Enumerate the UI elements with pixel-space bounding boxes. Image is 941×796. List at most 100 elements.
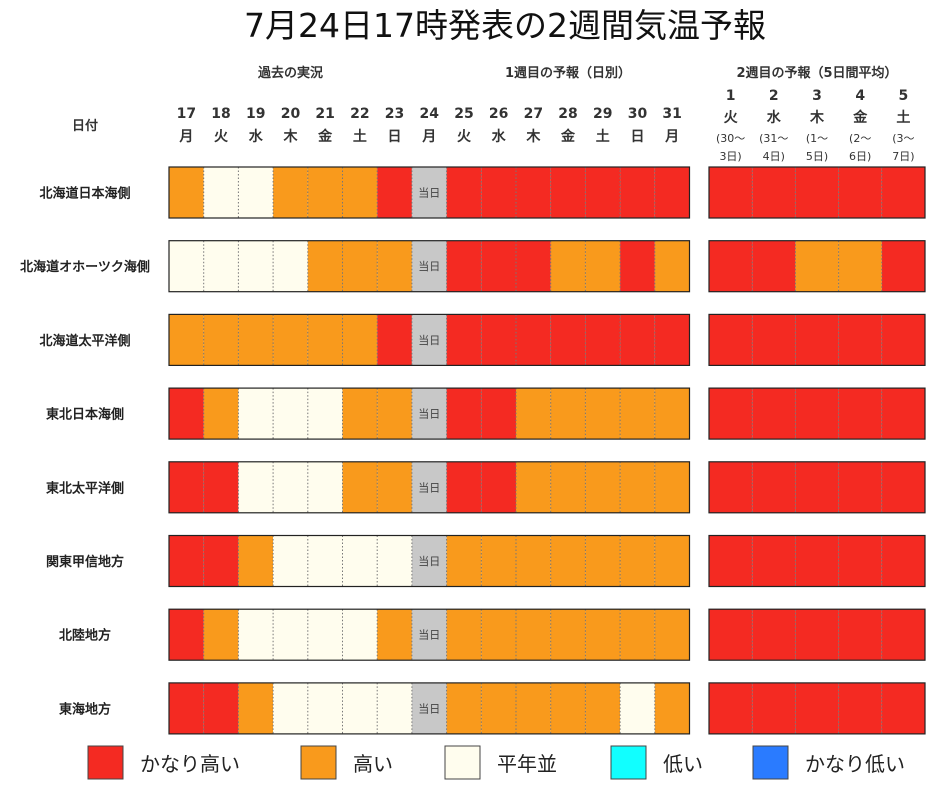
legend-swatch (87, 745, 124, 780)
daily-cell (654, 682, 690, 734)
daily-cell (654, 535, 690, 587)
day-number: 20 (281, 106, 301, 122)
week2-cell (709, 167, 753, 218)
daily-cell (203, 682, 239, 734)
daily-cell (377, 461, 412, 513)
week2-row-border (708, 461, 926, 514)
region-label: 関東甲信地方 (46, 554, 124, 570)
daily-cell (585, 314, 621, 366)
daily-row-border (168, 534, 691, 588)
daily-cell (377, 682, 412, 734)
week2-cell (881, 388, 925, 440)
legend-item: かなり低い (752, 745, 905, 780)
day-number: 31 (662, 106, 681, 122)
week2-cell (838, 682, 882, 734)
daily-cell (307, 682, 343, 734)
daily-cell (238, 240, 274, 292)
today-label: 当日 (418, 333, 440, 347)
today-cell (411, 314, 447, 366)
legend-swatch (610, 745, 647, 780)
daily-cell (516, 388, 551, 440)
daily-row-border (168, 608, 691, 661)
daily-cell (481, 461, 516, 513)
table-row: 北海道日本海側 当日 (39, 166, 926, 219)
daily-cell (377, 240, 412, 292)
daily-cell (273, 682, 308, 734)
daily-cell (169, 167, 204, 218)
daily-cell (238, 388, 274, 440)
period-range-end: 6日) (849, 150, 871, 163)
daily-cell (620, 535, 655, 587)
week2-cell (752, 240, 796, 292)
daily-cell (342, 314, 378, 366)
daily-cell (377, 167, 412, 218)
day-number: 28 (558, 106, 577, 122)
chart-title: 7月24日17時発表の2週間気温予報 (244, 6, 766, 45)
daily-cell (585, 682, 621, 734)
day-of-week: 日 (388, 129, 402, 145)
legend-item: 平年並 (444, 745, 557, 780)
daily-cell (203, 388, 239, 440)
day-number: 23 (385, 106, 404, 122)
period-range-end: 4日) (763, 150, 785, 163)
daily-cell (620, 388, 655, 440)
day-of-week: 木 (525, 128, 541, 145)
daily-cell (620, 682, 655, 734)
daily-cell (446, 314, 482, 366)
daily-cell (654, 240, 690, 292)
daily-cell (169, 535, 204, 587)
daily-cell (342, 388, 378, 440)
day-of-week: 土 (896, 109, 910, 126)
week2-cell (881, 240, 925, 292)
daily-cell (654, 314, 690, 366)
daily-cell (481, 240, 516, 292)
daily-cell (273, 388, 308, 440)
day-of-week: 月 (664, 129, 679, 145)
week2-cell (795, 388, 839, 440)
group-label-past: 過去の実況 (257, 65, 323, 81)
period-range-end: 5日) (806, 150, 828, 163)
daily-cell (273, 535, 308, 587)
daily-cell (342, 609, 378, 661)
daily-cell (307, 314, 343, 366)
week2-cell (709, 388, 753, 440)
daily-cell (203, 461, 239, 513)
day-number: 2 (769, 88, 779, 104)
today-label: 当日 (418, 259, 440, 273)
daily-row-border (168, 682, 691, 735)
period-range-start: (30～ (716, 132, 745, 145)
daily-cell (273, 167, 308, 218)
daily-cell (446, 240, 482, 292)
daily-cell (550, 461, 586, 513)
day-number: 4 (855, 88, 865, 104)
day-of-week: 火 (724, 110, 739, 126)
daily-cell (203, 535, 239, 587)
daily-cell (654, 388, 690, 440)
week2-cell (881, 535, 925, 587)
daily-cell (169, 682, 204, 734)
day-number: 30 (628, 106, 648, 122)
daily-row-border (168, 166, 691, 219)
daily-cell (377, 314, 412, 366)
legend-swatch (444, 745, 481, 780)
daily-cell (446, 388, 482, 440)
week2-cell (709, 609, 753, 661)
legend-item: かなり高い (87, 745, 240, 780)
period-range-end: 3日) (719, 150, 741, 163)
daily-row-border (168, 387, 691, 440)
day-number: 24 (420, 106, 440, 122)
day-of-week: 土 (353, 128, 367, 145)
today-label: 当日 (418, 186, 440, 200)
daily-cell (342, 535, 378, 587)
day-of-week: 水 (767, 109, 782, 126)
table-row: 北海道オホーツク海側 当日 (20, 240, 926, 293)
week2-cell (709, 461, 753, 513)
week2-cell (795, 167, 839, 218)
today-label: 当日 (418, 480, 440, 494)
day-of-week: 金 (560, 128, 576, 145)
daily-cell (620, 240, 655, 292)
legend-label: かなり低い (805, 752, 905, 776)
day-number: 5 (899, 88, 909, 104)
daily-cell (238, 609, 274, 661)
daily-cell (169, 240, 204, 292)
